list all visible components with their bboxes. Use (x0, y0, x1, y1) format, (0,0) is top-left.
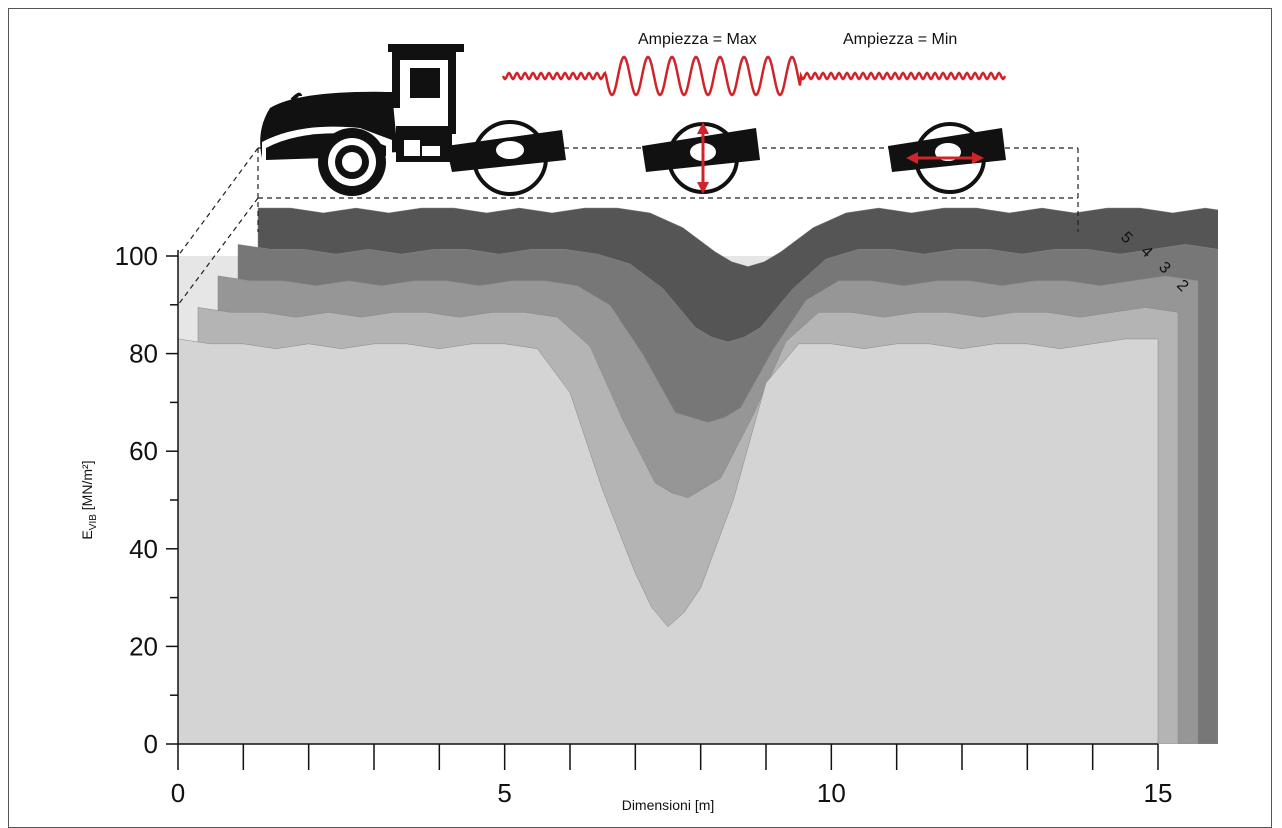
vibration-wave (501, 55, 1007, 97)
y-tick-label: 40 (129, 534, 158, 564)
drum-1-icon (446, 120, 566, 196)
y-tick-label: 80 (129, 339, 158, 369)
y-axis-title-sub: VIB (88, 514, 99, 530)
amplitude-min-label: Ampiezza = Min (843, 31, 957, 48)
x-tick-label: 15 (1144, 778, 1173, 808)
drum-2-icon (642, 122, 760, 194)
y-axis-title-unit: [MN/m²] (79, 460, 95, 514)
x-axis-title: Dimensioni [m] (622, 797, 715, 813)
y-tick-label: 60 (129, 436, 158, 466)
amplitude-max-label: Ampiezza = Max (638, 31, 757, 48)
y-axis-title: EVIB [MN/m²] (79, 460, 99, 539)
axes: 0 20 40 60 80 100 0 5 10 15 (115, 241, 1173, 808)
surface-layer-2 (178, 338, 1159, 744)
y-tick-label: 0 (144, 729, 158, 759)
y-tick-label: 100 (115, 241, 158, 271)
roller-compactor-icon (260, 44, 464, 196)
x-tick-label: 10 (817, 778, 846, 808)
drum-3-icon (888, 122, 1006, 194)
surface-layers (178, 207, 1218, 744)
x-tick-label: 5 (497, 778, 511, 808)
x-tick-label: 0 (171, 778, 185, 808)
y-axis-title-main: E (79, 530, 95, 539)
y-tick-label: 20 (129, 631, 158, 661)
